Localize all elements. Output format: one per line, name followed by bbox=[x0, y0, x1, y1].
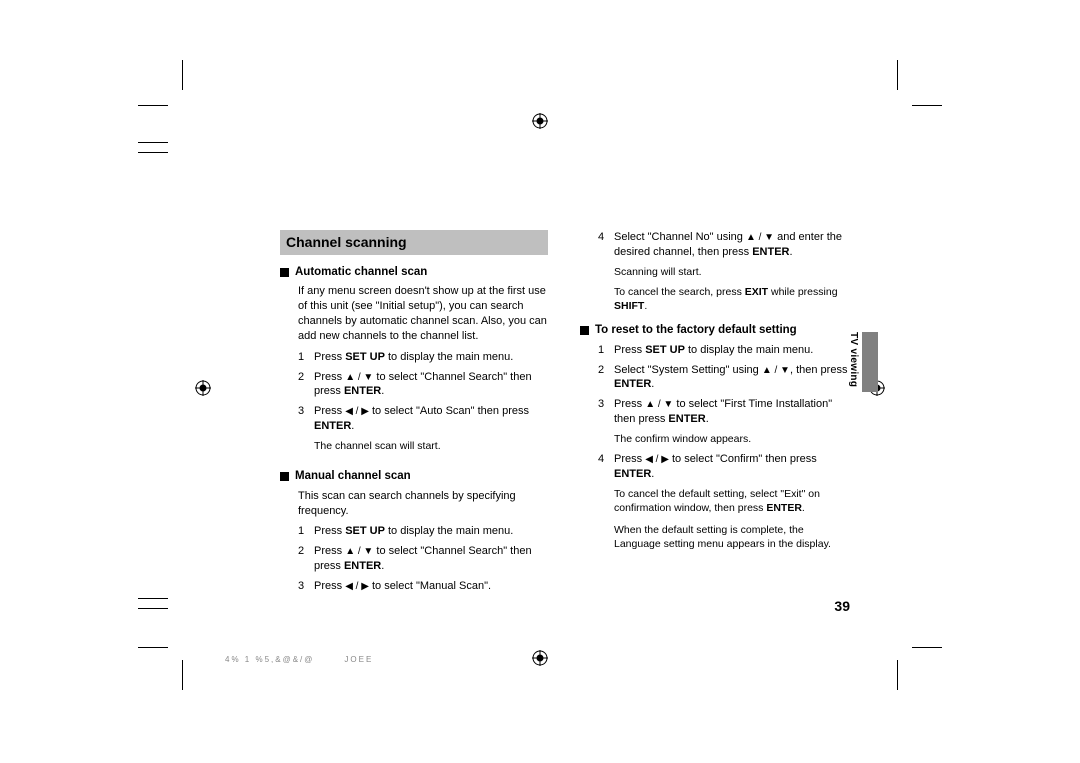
auto-scan-intro: If any menu screen doesn't show up at th… bbox=[298, 284, 548, 343]
registration-mark-icon bbox=[195, 380, 211, 396]
footer-code-right: JOEE bbox=[344, 655, 373, 664]
list-item: 2Select "System Setting" using ▲ / ▼, th… bbox=[598, 363, 848, 393]
subheading-text: Manual channel scan bbox=[295, 469, 411, 485]
footer-code-left: 4% 1 %5,&@&/@ bbox=[225, 655, 314, 664]
subheading-reset: To reset to the factory default setting bbox=[580, 323, 848, 339]
footer-imprint: 4% 1 %5,&@&/@ JOEE bbox=[225, 655, 373, 664]
subheading-text: Automatic channel scan bbox=[295, 265, 427, 281]
square-bullet-icon bbox=[580, 326, 589, 335]
crop-mark bbox=[897, 660, 898, 690]
list-item: 1Press SET UP to display the main menu. bbox=[298, 350, 548, 365]
list-item: 3Press ◀ / ▶ to select "Manual Scan". bbox=[298, 579, 548, 594]
reset-steps-cont: 4Press ◀ / ▶ to select "Confirm" then pr… bbox=[598, 452, 848, 482]
crop-mark bbox=[138, 598, 168, 599]
subheading-text: To reset to the factory default setting bbox=[595, 323, 797, 339]
list-item: 2Press ▲ / ▼ to select "Channel Search" … bbox=[298, 370, 548, 400]
list-item: 3Press ◀ / ▶ to select "Auto Scan" then … bbox=[298, 404, 548, 434]
note-text: To cancel the default setting, select "E… bbox=[614, 487, 848, 515]
note-text: When the default setting is complete, th… bbox=[614, 523, 848, 551]
section-title: Channel scanning bbox=[280, 230, 548, 255]
list-item: 1Press SET UP to display the main menu. bbox=[598, 343, 848, 358]
crop-mark bbox=[138, 142, 168, 143]
crop-mark bbox=[182, 60, 183, 90]
manual-scan-steps-cont: 4Select "Channel No" using ▲ / ▼ and ent… bbox=[598, 230, 848, 260]
auto-scan-note: The channel scan will start. bbox=[314, 439, 548, 453]
page-body: Channel scanning Automatic channel scan … bbox=[280, 230, 850, 599]
note-text: To cancel the search, press EXIT while p… bbox=[614, 285, 848, 313]
crop-mark bbox=[912, 105, 942, 106]
manual-scan-steps: 1Press SET UP to display the main menu. … bbox=[298, 524, 548, 593]
auto-scan-steps: 1Press SET UP to display the main menu. … bbox=[298, 350, 548, 434]
note-text: Scanning will start. bbox=[614, 265, 848, 279]
registration-mark-icon bbox=[532, 113, 548, 129]
list-item: 4Press ◀ / ▶ to select "Confirm" then pr… bbox=[598, 452, 848, 482]
crop-mark bbox=[912, 647, 942, 648]
square-bullet-icon bbox=[280, 268, 289, 277]
crop-mark bbox=[897, 60, 898, 90]
subheading-manual-scan: Manual channel scan bbox=[280, 469, 548, 485]
crop-mark bbox=[138, 105, 168, 106]
square-bullet-icon bbox=[280, 472, 289, 481]
registration-mark-icon bbox=[532, 650, 548, 666]
page-number: 39 bbox=[834, 598, 850, 614]
list-item: 2Press ▲ / ▼ to select "Channel Search" … bbox=[298, 544, 548, 574]
list-item: 3Press ▲ / ▼ to select "First Time Insta… bbox=[598, 397, 848, 427]
right-column: 4Select "Channel No" using ▲ / ▼ and ent… bbox=[580, 230, 848, 599]
crop-mark bbox=[138, 647, 168, 648]
crop-mark bbox=[138, 152, 168, 153]
crop-mark bbox=[182, 660, 183, 690]
section-tab bbox=[862, 332, 878, 392]
subheading-auto-scan: Automatic channel scan bbox=[280, 265, 548, 281]
left-column: Channel scanning Automatic channel scan … bbox=[280, 230, 548, 599]
manual-scan-intro: This scan can search channels by specify… bbox=[298, 489, 548, 519]
crop-mark bbox=[138, 608, 168, 609]
note-text: The confirm window appears. bbox=[614, 432, 848, 446]
list-item: 1Press SET UP to display the main menu. bbox=[298, 524, 548, 539]
list-item: 4Select "Channel No" using ▲ / ▼ and ent… bbox=[598, 230, 848, 260]
reset-steps: 1Press SET UP to display the main menu. … bbox=[598, 343, 848, 427]
